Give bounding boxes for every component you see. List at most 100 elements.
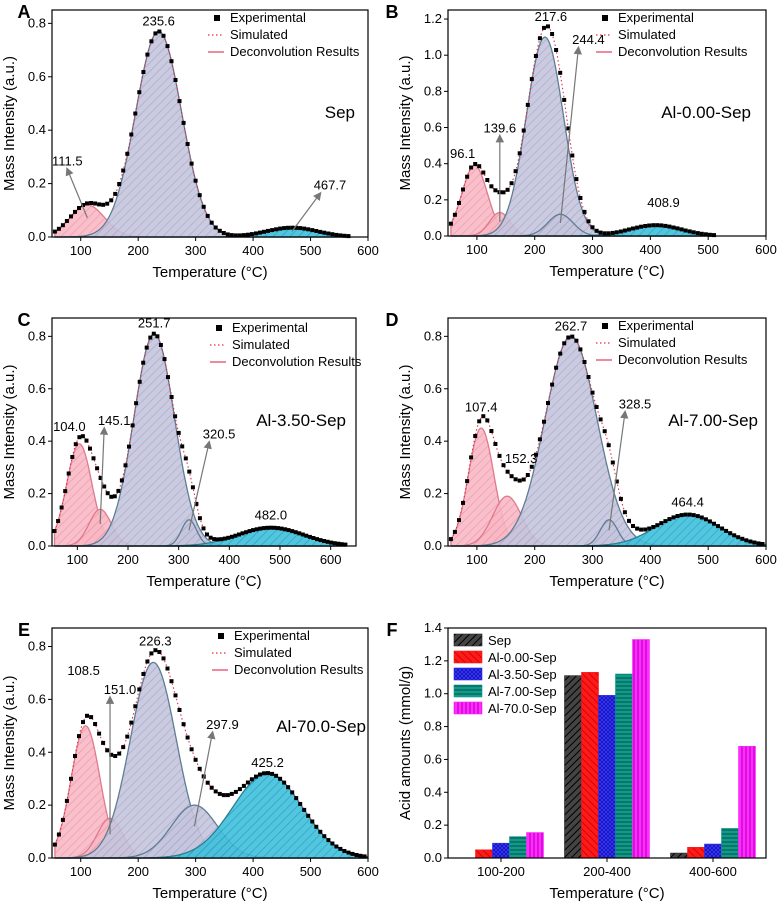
experimental-point bbox=[149, 39, 154, 44]
experimental-point bbox=[342, 233, 347, 238]
experimental-point bbox=[635, 526, 640, 531]
legend-marker-experimental bbox=[602, 323, 608, 329]
experimental-point bbox=[105, 748, 110, 753]
y-axis-label: Mass Intensity (a.u.) bbox=[1, 364, 18, 499]
experimental-point bbox=[145, 659, 150, 664]
legend-label: Deconvolution Results bbox=[230, 44, 360, 59]
experimental-point bbox=[84, 438, 89, 443]
x-tick-label: 500 bbox=[697, 552, 719, 567]
experimental-point bbox=[137, 687, 142, 692]
experimental-point bbox=[109, 494, 114, 499]
y-tick-label: 0.8 bbox=[424, 83, 442, 98]
sample-label: Al-7.00-Sep bbox=[668, 411, 758, 430]
y-tick-label: 0.2 bbox=[28, 486, 46, 501]
experimental-point bbox=[558, 351, 563, 356]
experimental-point bbox=[465, 174, 470, 179]
experimental-point bbox=[59, 505, 64, 510]
experimental-point bbox=[77, 734, 81, 739]
experimental-point bbox=[221, 793, 226, 798]
peak-label: 111.5 bbox=[52, 153, 83, 168]
sample-label: Sep bbox=[325, 103, 355, 122]
plot-frame bbox=[51, 627, 369, 859]
experimental-point bbox=[679, 513, 684, 518]
experimental-point bbox=[513, 477, 518, 482]
experimental-point bbox=[209, 220, 214, 225]
experimental-point bbox=[237, 233, 242, 238]
experimental-point bbox=[525, 102, 530, 107]
experimental-point bbox=[590, 225, 595, 230]
experimental-point bbox=[105, 491, 110, 496]
experimental-point bbox=[659, 223, 664, 228]
y-tick-label: 0.4 bbox=[424, 156, 442, 171]
y-tick-label: 0.0 bbox=[28, 229, 46, 244]
experimental-point bbox=[233, 233, 238, 238]
experimental-point bbox=[716, 524, 720, 529]
experimental-point bbox=[219, 537, 224, 542]
experimental-point bbox=[272, 525, 277, 530]
experimental-point bbox=[93, 201, 98, 206]
experimental-point bbox=[157, 29, 162, 34]
experimental-point bbox=[493, 442, 498, 446]
experimental-point bbox=[566, 335, 571, 340]
x-tick-label: 500 bbox=[300, 864, 322, 879]
legend-label: Al-70.0-Sep bbox=[488, 701, 557, 716]
y-tick-label: 0.8 bbox=[28, 328, 46, 343]
experimental-point bbox=[193, 178, 198, 183]
experimental-point bbox=[85, 713, 89, 718]
experimental-point bbox=[481, 414, 486, 419]
experimental-point bbox=[237, 787, 242, 792]
y-tick-label: 0.2 bbox=[424, 817, 442, 832]
experimental-point bbox=[265, 525, 270, 530]
experimental-point bbox=[489, 184, 494, 189]
experimental-point bbox=[226, 535, 231, 540]
y-tick-label: 0.6 bbox=[424, 120, 442, 135]
experimental-point bbox=[582, 209, 587, 214]
experimental-point bbox=[279, 526, 284, 531]
experimental-point bbox=[562, 97, 567, 102]
experimental-point bbox=[290, 790, 295, 795]
experimental-point bbox=[181, 722, 186, 727]
legend-label: Simulated bbox=[234, 645, 292, 660]
legend-label: Deconvolution Results bbox=[618, 44, 748, 59]
y-axis-label: Mass Intensity (a.u.) bbox=[1, 675, 18, 810]
experimental-point bbox=[141, 360, 146, 365]
experimental-point bbox=[639, 224, 644, 229]
experimental-point bbox=[102, 484, 107, 489]
experimental-point bbox=[286, 225, 291, 230]
experimental-point bbox=[64, 219, 69, 223]
bar bbox=[632, 639, 650, 859]
plot-frame bbox=[447, 9, 767, 237]
experimental-point bbox=[736, 535, 741, 540]
panel-letter: B bbox=[386, 2, 399, 22]
experimental-point bbox=[254, 774, 258, 779]
y-tick-label: 0.6 bbox=[28, 691, 46, 706]
experimental-point bbox=[290, 225, 295, 230]
experimental-point bbox=[183, 456, 188, 461]
experimental-point bbox=[112, 494, 117, 499]
experimental-point bbox=[334, 844, 339, 849]
experimental-point bbox=[566, 126, 571, 131]
experimental-point bbox=[169, 679, 174, 684]
experimental-point bbox=[452, 212, 457, 217]
experimental-point bbox=[169, 59, 174, 64]
experimental-point bbox=[627, 518, 631, 523]
peak-label: 425.2 bbox=[251, 755, 284, 770]
experimental-point bbox=[667, 224, 672, 229]
experimental-point bbox=[330, 841, 335, 846]
experimental-point bbox=[533, 54, 538, 58]
experimental-point bbox=[554, 48, 559, 52]
experimental-point bbox=[667, 517, 672, 522]
legend-label: Al-0.00-Sep bbox=[488, 650, 557, 665]
experimental-point bbox=[101, 740, 106, 745]
y-tick-label: 0.0 bbox=[28, 850, 46, 865]
experimental-point bbox=[329, 540, 334, 545]
experimental-point bbox=[314, 229, 319, 233]
sample-label: Al-0.00-Sep bbox=[661, 103, 751, 122]
experimental-point bbox=[240, 531, 245, 536]
experimental-point bbox=[105, 201, 110, 206]
plot-frame bbox=[447, 317, 767, 547]
experimental-point bbox=[326, 838, 331, 843]
experimental-point bbox=[501, 190, 506, 195]
x-tick-label: 600 bbox=[357, 243, 379, 258]
